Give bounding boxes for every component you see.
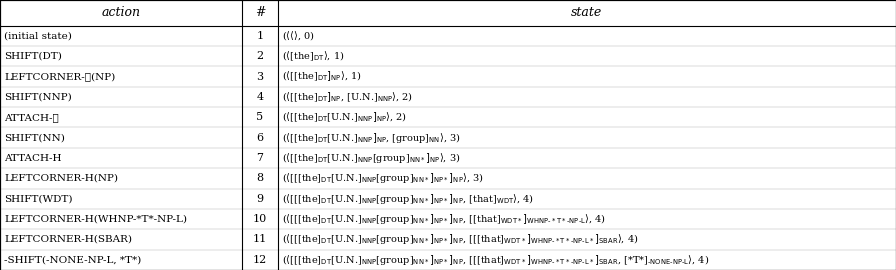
Text: ($\langle\langle\rangle$, 0): ($\langle\langle\rangle$, 0) [282,29,315,42]
Text: 1: 1 [256,31,263,41]
Text: 7: 7 [256,153,263,163]
Text: ATTACH-∅: ATTACH-∅ [4,113,59,122]
Text: action: action [101,6,141,19]
Text: state: state [572,6,602,19]
Text: ($\langle$[[the]$_\mathrm{DT}]_\mathrm{NP}$, [U.N.]$_\mathrm{NNP}\rangle$, 2): ($\langle$[[the]$_\mathrm{DT}]_\mathrm{N… [282,90,413,104]
Text: LEFTCORNER-H(WHNP-*T*-NP-L): LEFTCORNER-H(WHNP-*T*-NP-L) [4,215,187,224]
Text: ATTACH-H: ATTACH-H [4,154,62,163]
Text: SHIFT(NN): SHIFT(NN) [4,133,65,142]
Text: (initial state): (initial state) [4,31,73,40]
Text: ($\langle$[[the]$_\mathrm{DT}$[U.N.]$_\mathrm{NNP}]_\mathrm{NP}$, [group]$_\math: ($\langle$[[the]$_\mathrm{DT}$[U.N.]$_\m… [282,131,461,145]
Text: ($\langle$[[[the]$_\mathrm{DT}$[U.N.]$_\mathrm{NNP}$[group]$_\mathrm{NN*}]_\math: ($\langle$[[[the]$_\mathrm{DT}$[U.N.]$_\… [282,171,484,185]
Text: 8: 8 [256,173,263,183]
Text: LEFTCORNER-H(SBAR): LEFTCORNER-H(SBAR) [4,235,133,244]
Text: #: # [254,6,265,19]
Text: 4: 4 [256,92,263,102]
Text: 10: 10 [253,214,267,224]
Text: ($\langle$[[[the]$_\mathrm{DT}$[U.N.]$_\mathrm{NNP}$[group]$_\mathrm{NN*}]_\math: ($\langle$[[[the]$_\mathrm{DT}$[U.N.]$_\… [282,253,710,267]
Text: ($\langle$[[[the]$_\mathrm{DT}$[U.N.]$_\mathrm{NNP}$[group]$_\mathrm{NN*}]_\math: ($\langle$[[[the]$_\mathrm{DT}$[U.N.]$_\… [282,232,639,247]
Text: ($\langle$[[the]$_\mathrm{DT}$[U.N.]$_\mathrm{NNP}$[group]$_\mathrm{NN*}]_\mathr: ($\langle$[[the]$_\mathrm{DT}$[U.N.]$_\m… [282,151,461,165]
Text: SHIFT(WDT): SHIFT(WDT) [4,194,73,203]
Text: 6: 6 [256,133,263,143]
Text: LEFTCORNER-H(NP): LEFTCORNER-H(NP) [4,174,118,183]
Text: SHIFT(NNP): SHIFT(NNP) [4,92,73,102]
Text: 11: 11 [253,234,267,244]
Text: ($\langle$[the]$_\mathrm{DT}\rangle$, 1): ($\langle$[the]$_\mathrm{DT}\rangle$, 1) [282,49,345,63]
Text: ($\langle$[[[the]$_\mathrm{DT}$[U.N.]$_\mathrm{NNP}$[group]$_\mathrm{NN*}]_\math: ($\langle$[[[the]$_\mathrm{DT}$[U.N.]$_\… [282,212,607,226]
Text: 5: 5 [256,112,263,122]
Text: -SHIFT(-NONE-NP-L, *T*): -SHIFT(-NONE-NP-L, *T*) [4,255,142,264]
Text: 2: 2 [256,51,263,61]
Text: 9: 9 [256,194,263,204]
Text: 12: 12 [253,255,267,265]
Text: ($\langle$[[[the]$_\mathrm{DT}$[U.N.]$_\mathrm{NNP}$[group]$_\mathrm{NN*}]_\math: ($\langle$[[[the]$_\mathrm{DT}$[U.N.]$_\… [282,192,534,206]
Text: ($\langle$[[the]$_\mathrm{DT}$[U.N.]$_\mathrm{NNP}]_\mathrm{NP}\rangle$, 2): ($\langle$[[the]$_\mathrm{DT}$[U.N.]$_\m… [282,110,407,124]
Text: 3: 3 [256,72,263,82]
Text: LEFTCORNER-∅(NP): LEFTCORNER-∅(NP) [4,72,116,81]
Text: ($\langle$[[the]$_\mathrm{DT}]_\mathrm{NP}\rangle$, 1): ($\langle$[[the]$_\mathrm{DT}]_\mathrm{N… [282,70,362,83]
Text: SHIFT(DT): SHIFT(DT) [4,52,63,61]
